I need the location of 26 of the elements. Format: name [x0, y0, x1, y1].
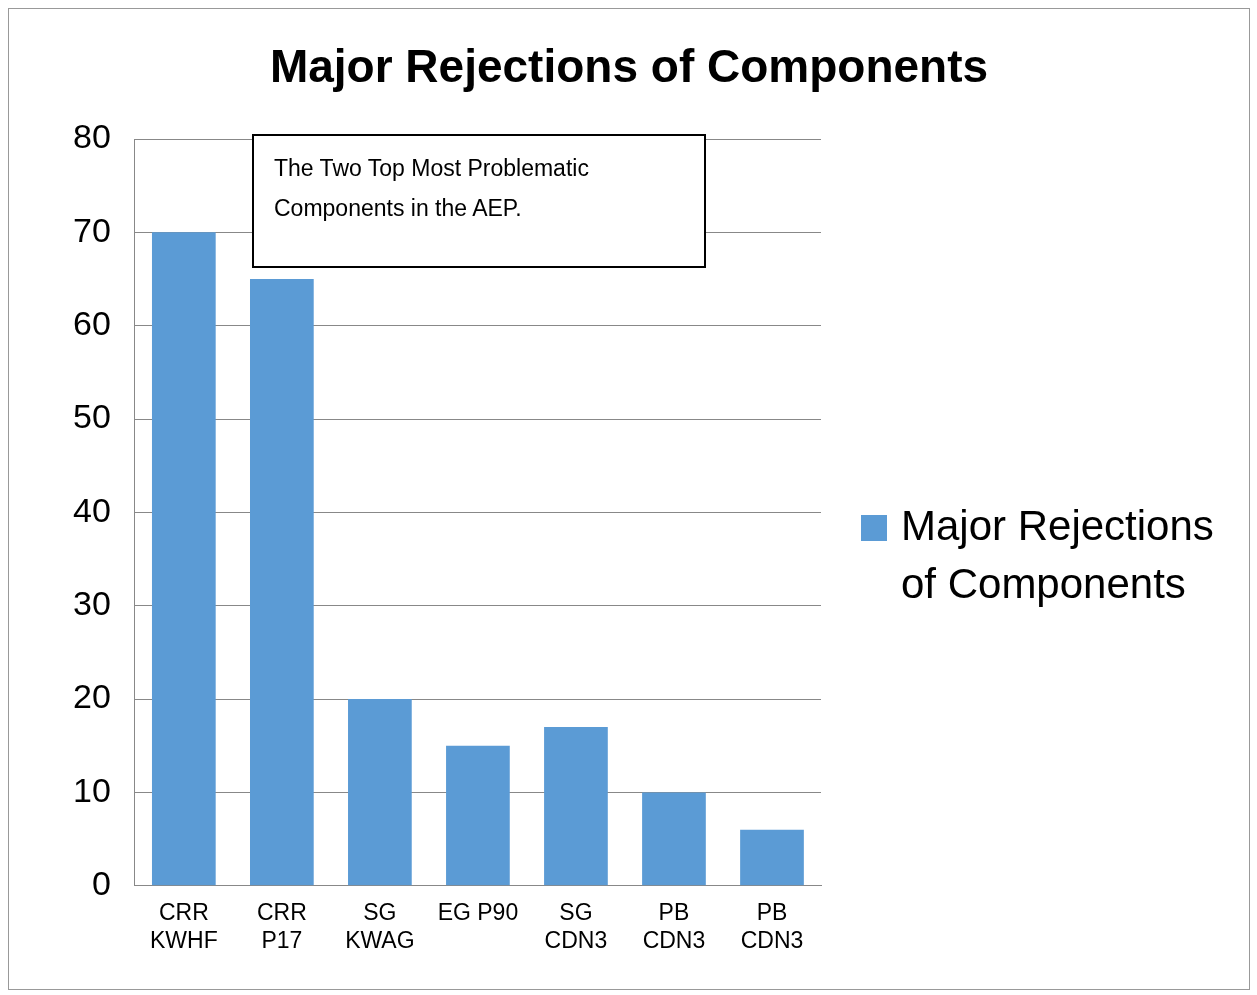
y-tick-label: 60 [72, 304, 111, 343]
bar [250, 279, 314, 886]
y-tick-label: 80 [72, 117, 111, 156]
chart-title: Major Rejections of Components [268, 39, 990, 93]
x-tick-label: PB CDN3 [642, 898, 706, 953]
x-tick-label: PB CDN3 [740, 898, 804, 953]
bar [446, 745, 510, 886]
bar [642, 792, 706, 886]
x-tick-label: EG P90 [437, 898, 519, 925]
x-tick-label: SG KWAG [345, 898, 415, 953]
bar [740, 829, 804, 886]
legend-label: Major Rejections of Components [901, 501, 1215, 609]
y-tick-label: 10 [72, 770, 111, 809]
y-tick-label: 70 [72, 210, 111, 249]
y-tick-label: 40 [72, 490, 111, 529]
y-tick-label: 0 [91, 864, 111, 903]
x-tick-label: CRR P17 [256, 898, 307, 953]
y-tick-label: 30 [72, 584, 111, 623]
x-tick-label: SG CDN3 [544, 898, 608, 953]
x-tick-label: CRR KWHF [149, 898, 218, 953]
y-tick-label: 50 [72, 397, 111, 436]
callout-box: The Two Top Most Problematic Components in the AEP. [252, 134, 706, 268]
bar [348, 699, 412, 886]
bar [544, 727, 608, 886]
bar [151, 232, 216, 886]
y-tick-label: 20 [72, 677, 111, 716]
